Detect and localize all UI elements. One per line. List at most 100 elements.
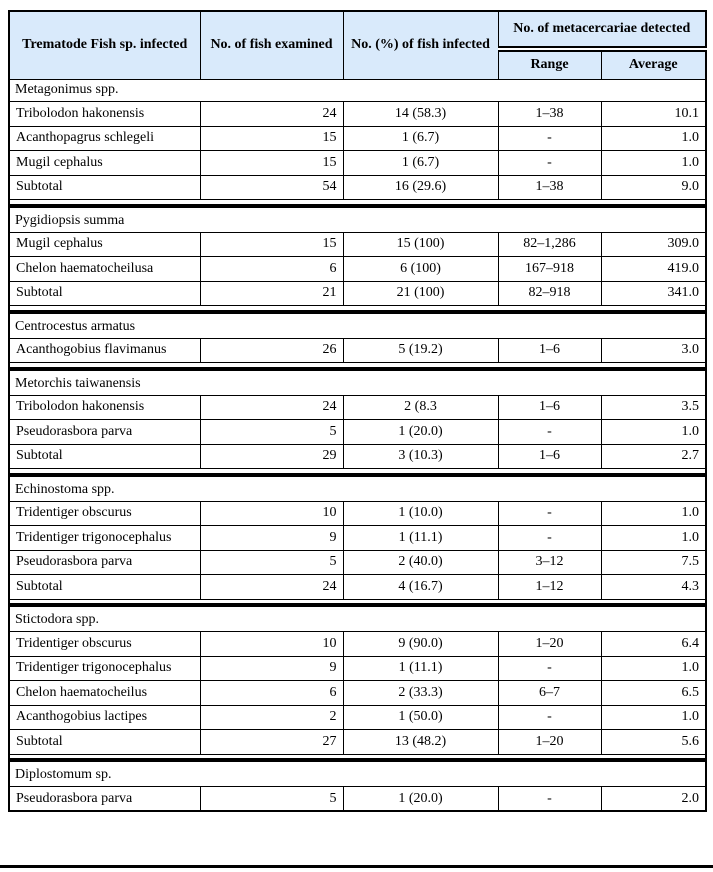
cell-fish: Subtotal [8,174,201,200]
cell-range: 1–12 [497,574,602,600]
col-header-fish-infected: No. (%) of fish infected [342,10,499,80]
cell-infected: 2 (33.3) [342,680,499,706]
cell-average: 4.3 [600,574,707,600]
cell-infected: 1 (6.7) [342,150,499,176]
cell-range: - [497,655,602,681]
col-header-metacercariae-detected: No. of metacercariae detected [497,10,707,52]
table-body: Metagonimus spp. Tribolodon hakonensis 24 1… [8,79,707,812]
cell-infected: 4 (16.7) [342,574,499,600]
cell-fish: Acanthogobius flavimanus [8,337,201,363]
cell-examined: 5 [199,419,344,445]
double-rule-cell [8,362,707,373]
cell-range: 82–1,286 [497,231,602,257]
cell-fish: Subtotal [8,280,201,306]
cell-examined: 15 [199,231,344,257]
cell-fish: Chelon haematocheilusa [8,256,201,282]
subtotal-row: Subtotal 54 16 (29.6) 1–38 9.0 [8,174,707,200]
cell-average: 10.1 [600,101,707,127]
cell-infected: 1 (11.1) [342,655,499,681]
cell-average: 6.5 [600,680,707,706]
cell-infected: 1 (6.7) [342,125,499,151]
cell-average: 309.0 [600,231,707,257]
double-rule [10,758,706,763]
col-header-range: Range [497,48,602,80]
cell-examined: 9 [199,525,344,551]
section-row: Echinostoma spp. [8,478,707,502]
infection-table: Trematode Fish sp. infected No. of fish … [8,10,708,812]
double-rule-cell [8,599,707,609]
cell-range: 1–20 [497,729,602,755]
section-separator [8,468,707,479]
cell-fish: Subtotal [8,729,201,755]
cell-examined: 6 [199,680,344,706]
section-title: Stictodora spp. [8,609,707,632]
cell-range: 1–6 [497,443,602,469]
table-row: Mugil cephalus 15 15 (100) 82–1,286 309.0 [8,231,707,257]
cell-examined: 29 [199,443,344,469]
cell-examined: 24 [199,394,344,420]
table-row: Tribolodon hakonensis 24 14 (58.3) 1–38 10.1 [8,101,707,127]
cell-fish: Tridentiger trigonocephalus [8,525,201,551]
table-row: Pseudorasbora parva 5 1 (20.0) -1.0 [8,419,707,445]
table-row: Mugil cephalus 15 1 (6.7) -1.0 [8,150,707,176]
cell-average: 9.0 [600,174,707,200]
section-row: Metorchis taiwanensis [8,372,707,396]
cell-examined: 26 [199,337,344,363]
section-row: Stictodora spp. [8,609,707,632]
subtotal-row: Subtotal 29 3 (10.3) 1–6 2.7 [8,443,707,469]
table-row: Tridentiger obscurus 10 1 (10.0) -1.0 [8,500,707,526]
cell-fish: Tribolodon hakonensis [8,101,201,127]
cell-range: 167–918 [497,256,602,282]
cell-infected: 3 (10.3) [342,443,499,469]
cell-fish: Subtotal [8,574,201,600]
cell-fish: Mugil cephalus [8,231,201,257]
cell-infected: 1 (20.0) [342,419,499,445]
section-title: Pygidiopsis summa [8,209,707,233]
cell-average: 3.0 [600,337,707,363]
double-rule [10,366,706,371]
double-rule [10,203,706,208]
cell-examined: 2 [199,704,344,730]
cell-examined: 24 [199,574,344,600]
col-header-fish-examined: No. of fish examined [199,10,344,80]
cell-average: 7.5 [600,549,707,575]
cell-average: 3.5 [600,394,707,420]
cell-infected: 14 (58.3) [342,101,499,127]
cell-range: 1–38 [497,101,602,127]
subtotal-row: Subtotal 24 4 (16.7) 1–12 4.3 [8,574,707,600]
table-row: Pseudorasbora parva 5 1 (20.0) -2.0 [8,786,707,812]
cell-range: 1–20 [497,631,602,657]
cell-infected: 13 (48.2) [342,729,499,755]
section-row: Diplostomum sp. [8,764,707,787]
cell-range: 3–12 [497,549,602,575]
cell-fish: Pseudorasbora parva [8,549,201,575]
cell-average: 1.0 [600,655,707,681]
section-row: Centrocestus armatus [8,315,707,339]
cell-fish: Chelon haematocheilus [8,680,201,706]
table-row: Tridentiger obscurus 10 9 (90.0) 1–20 6.4 [8,631,707,657]
bottom-rule [0,865,713,868]
cell-examined: 5 [199,786,344,812]
section-title: Echinostoma spp. [8,478,707,502]
col-header-average: Average [600,48,707,80]
subtotal-row: Subtotal 21 21 (100) 82–918 341.0 [8,280,707,306]
cell-fish: Acanthopagrus schlegeli [8,125,201,151]
table-row: Tridentiger trigonocephalus 9 1 (11.1) -1.0 [8,525,707,551]
cell-range: 1–6 [497,337,602,363]
cell-average: 1.0 [600,419,707,445]
cell-average: 6.4 [600,631,707,657]
cell-range: - [497,525,602,551]
cell-fish: Mugil cephalus [8,150,201,176]
cell-examined: 27 [199,729,344,755]
cell-infected: 5 (19.2) [342,337,499,363]
section-title: Metagonimus spp. [8,79,707,102]
table-row: Tridentiger trigonocephalus 9 1 (11.1) -1.0 [8,655,707,681]
cell-examined: 5 [199,549,344,575]
section-separator [8,199,707,210]
section-separator [8,362,707,373]
cell-average: 419.0 [600,256,707,282]
cell-range: - [497,150,602,176]
cell-examined: 10 [199,631,344,657]
cell-average: 2.7 [600,443,707,469]
